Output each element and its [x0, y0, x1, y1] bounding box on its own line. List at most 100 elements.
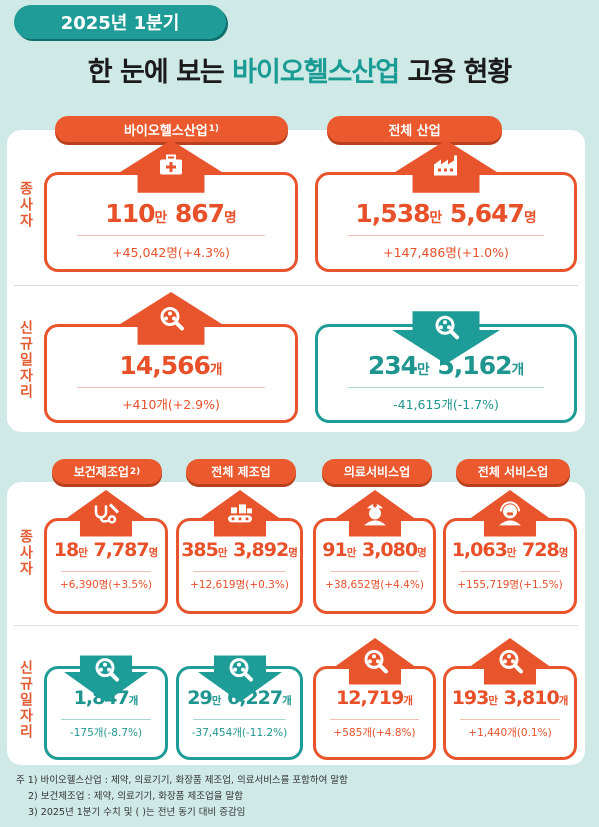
title-highlight: 바이오헬스산업 — [232, 57, 400, 88]
medical-kit-icon — [160, 154, 182, 175]
footnotes: 주 1) 바이오헬스산업 : 제약, 의료기기, 화장품 제조업, 의료서비스를… — [16, 773, 348, 821]
value-unit-2: 명 — [288, 547, 298, 559]
value-part-1: 234 — [367, 351, 418, 380]
card-divider — [348, 235, 544, 236]
column-label-all-service: 전체 서비스업 — [456, 459, 570, 484]
stat-card: 193만 3,810개 +1,440개(0.1%) — [443, 666, 577, 760]
stat-value: 91만 3,080명 — [316, 539, 433, 561]
up-arrow-icon — [64, 490, 148, 537]
value-part-1: 1,538 — [355, 199, 430, 228]
card-divider — [330, 719, 419, 720]
stat-value: 29만 6,227개 — [179, 687, 300, 709]
value-unit-1: 만 — [217, 547, 228, 559]
up-arrow-icon — [392, 140, 500, 193]
up-arrow-icon — [197, 490, 282, 537]
side-label-new-jobs: 신규일자리 — [17, 320, 34, 400]
stat-card: 234만 5,162개 -41,615개(-1.7%) — [315, 324, 577, 423]
side-label-employees: 종사자 — [17, 528, 34, 577]
stat-value: 1,538만 5,647명 — [318, 199, 574, 228]
stat-card: 91만 3,080명 +38,652명(+4.4%) — [313, 518, 436, 614]
page-title: 한 눈에 보는 바이오헬스산업 고용 현황 — [0, 50, 599, 89]
card-divider — [348, 387, 544, 388]
top-panel-divider — [14, 285, 578, 286]
column-label-text: 전체 서비스업 — [477, 465, 549, 479]
footnote-1: 주 1) 바이오헬스산업 : 제약, 의료기기, 화장품 제조업, 의료서비스를… — [16, 775, 348, 786]
nurse-icon — [363, 503, 386, 526]
change-text: +585개(+4.8%) — [333, 727, 416, 739]
side-label-employees: 종사자 — [17, 181, 34, 229]
value-unit-2: 명 — [558, 547, 569, 559]
period-badge: 2025년 1분기 — [14, 5, 226, 39]
value-unit-1: 만 — [346, 547, 357, 559]
factory-icon — [434, 155, 457, 176]
down-arrow-icon — [392, 311, 500, 364]
value-part-2: 12,719 — [336, 687, 404, 709]
value-part-2: 728 — [522, 539, 560, 561]
column-label-text: 보건제조업 — [73, 465, 129, 479]
job-search-icon — [229, 658, 253, 682]
up-arrow-icon — [468, 638, 552, 685]
value-unit-1: 만 — [78, 547, 88, 559]
value-unit-1: 만 — [429, 210, 443, 226]
title-suffix: 고용 현황 — [399, 57, 512, 88]
down-arrow-icon — [197, 655, 282, 702]
change-text: +155,719명(+1.5%) — [457, 579, 563, 591]
up-arrow-icon — [332, 638, 417, 685]
change-text: +45,042명(+4.3%) — [112, 245, 230, 260]
value-part-2: 3,810 — [503, 687, 560, 709]
medical-tools-icon — [94, 503, 120, 524]
footnote-2: 2) 보건제조업 : 제약, 의료기기, 화장품 제조업을 말함 — [28, 791, 243, 802]
value-part-2: 7,787 — [93, 539, 149, 561]
column-label-text: 전체 제조업 — [211, 465, 271, 479]
value-unit-2: 개 — [282, 695, 292, 707]
card-divider — [77, 387, 265, 388]
stat-value: 110만 867명 — [47, 199, 295, 228]
value-part-1: 91 — [322, 539, 347, 561]
value-part-1: 110 — [105, 199, 155, 228]
stat-card: 1,538만 5,647명 +147,486명(+1.0%) — [315, 172, 577, 272]
up-arrow-icon — [332, 490, 417, 537]
stat-card: 385만 3,892명 +12,619명(+0.3%) — [176, 518, 303, 614]
change-text: +12,619명(+0.3%) — [190, 579, 289, 591]
value-unit-2: 명 — [224, 210, 237, 226]
column-label-text: 전체 산업 — [388, 123, 441, 139]
value-part-2: 3,080 — [361, 539, 418, 561]
value-unit-2: 개 — [558, 695, 569, 707]
footnote-3: 3) 2025년 1분기 수치 및 ( )는 전년 동기 대비 증감임 — [28, 807, 246, 818]
title-prefix: 한 눈에 보는 — [87, 57, 233, 88]
change-text: +6,390명(+3.5%) — [59, 579, 153, 591]
job-search-icon — [435, 315, 459, 340]
column-label-health-manufacturing: 보건제조업 2) — [52, 459, 162, 484]
value-unit-2: 명 — [148, 547, 159, 559]
value-unit-1: 만 — [417, 362, 430, 378]
stat-card: 12,719개 +585개(+4.8%) — [313, 666, 436, 760]
value-part-1: 193 — [451, 687, 490, 709]
change-text: -41,615개(-1.7%) — [393, 397, 499, 412]
column-label-medical-service: 의료서비스업 — [322, 459, 432, 484]
service-worker-icon — [499, 501, 521, 526]
change-text: +1,440개(0.1%) — [468, 727, 552, 739]
up-arrow-icon — [117, 292, 225, 345]
value-part-1: 385 — [181, 539, 219, 561]
value-unit-1: 만 — [154, 210, 168, 226]
column-label-text: 의료서비스업 — [343, 465, 411, 479]
change-text: -37,454개(-11.2%) — [191, 727, 288, 739]
column-label-text: 바이오헬스산업 — [123, 123, 208, 139]
job-search-icon — [499, 649, 523, 674]
change-text: +410개(+2.9%) — [122, 397, 220, 412]
job-search-icon — [95, 658, 119, 682]
card-divider — [193, 571, 286, 572]
card-divider — [460, 571, 560, 572]
card-divider — [61, 719, 151, 720]
value-part-2: 5,647 — [449, 199, 525, 228]
job-search-icon — [160, 307, 184, 331]
value-unit-2: 명 — [417, 547, 427, 559]
down-arrow-icon — [64, 655, 148, 702]
column-label-biohealth: 바이오헬스산업 1) — [55, 116, 288, 142]
footnote-marker: 2) — [129, 466, 141, 477]
stat-value: 1,063만 728명 — [446, 539, 574, 561]
value-part-1: 1,063 — [451, 539, 508, 561]
value-unit-2: 개 — [128, 695, 139, 707]
bottom-panel-divider — [14, 625, 578, 626]
card-divider — [460, 719, 560, 720]
